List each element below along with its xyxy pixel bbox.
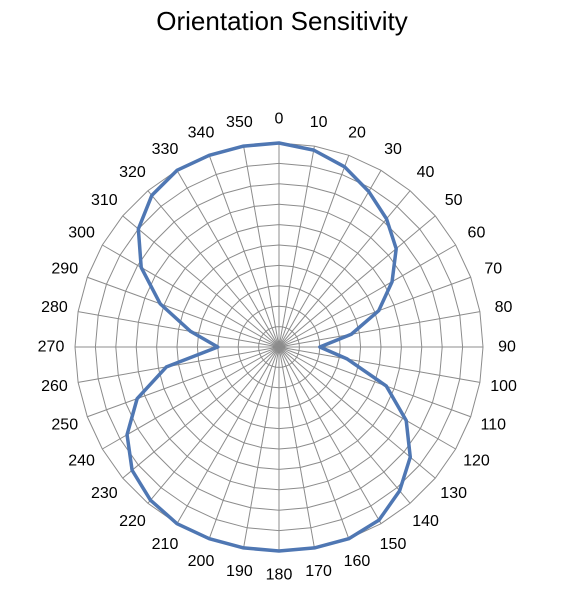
- grid-spoke: [278, 311, 480, 348]
- grid-spoke: [208, 155, 280, 348]
- angle-tick-label: 40: [417, 164, 435, 181]
- angle-tick-label: 70: [484, 261, 502, 278]
- angle-tick-label: 60: [468, 225, 486, 242]
- grid-spoke: [122, 346, 280, 479]
- grid-spoke: [243, 346, 280, 548]
- grid-spoke: [278, 190, 411, 348]
- angle-tick-label: 250: [51, 416, 78, 433]
- series-line: [125, 141, 413, 553]
- grid-spoke: [278, 346, 480, 383]
- grid-spoke: [278, 346, 471, 418]
- grid-spoke: [147, 190, 280, 348]
- angle-tick-label: 170: [305, 563, 332, 580]
- angle-tick-label: 20: [348, 124, 366, 141]
- angle-tick-label: 190: [226, 563, 253, 580]
- grid-spoke: [278, 170, 382, 348]
- grid-spoke: [278, 346, 382, 524]
- grid-spoke: [278, 346, 315, 548]
- grid-spoke: [102, 244, 280, 348]
- grid-spoke: [243, 146, 280, 348]
- grid-spoke: [208, 346, 280, 539]
- radar-grid: [74, 142, 484, 552]
- angle-tick-label: 50: [445, 192, 463, 209]
- angle-tick-label: 340: [188, 124, 215, 141]
- angle-tick-label: 160: [344, 553, 371, 570]
- series-layer: [125, 141, 413, 553]
- angle-tick-label: 10: [310, 114, 328, 131]
- angle-tick-label: 270: [38, 339, 65, 356]
- grid-spoke: [278, 346, 456, 450]
- grid-spoke: [122, 215, 280, 348]
- angle-tick-label: 150: [380, 536, 407, 553]
- angle-tick-label: 0: [275, 111, 284, 128]
- grid-spoke: [278, 155, 350, 348]
- angle-tick-label: 220: [119, 513, 146, 530]
- grid-spoke: [78, 311, 280, 348]
- grid-spoke: [176, 170, 280, 348]
- angle-tick-label: 300: [68, 225, 95, 242]
- angle-tick-label: 120: [463, 453, 490, 470]
- angle-tick-label: 30: [384, 141, 402, 158]
- grid-spoke: [278, 215, 436, 348]
- angle-tick-label: 180: [266, 567, 293, 584]
- angle-tick-label: 110: [480, 416, 506, 433]
- angle-tick-label: 140: [412, 513, 439, 530]
- grid-spoke: [278, 346, 411, 504]
- angle-tick-label: 350: [226, 114, 253, 131]
- angle-tick-label: 280: [41, 299, 68, 316]
- angle-tick-label: 90: [498, 339, 516, 356]
- angle-tick-label: 230: [91, 485, 118, 502]
- grid-spoke: [87, 276, 280, 348]
- angle-tick-label: 240: [68, 453, 95, 470]
- grid-spoke: [78, 346, 280, 383]
- angle-tick-label: 80: [495, 299, 513, 316]
- grid-spoke: [278, 244, 456, 348]
- grid-spoke: [278, 346, 350, 539]
- angle-tick-label: 330: [152, 141, 179, 158]
- angle-tick-label: 290: [51, 261, 78, 278]
- grid-spoke: [278, 146, 315, 348]
- grid-spoke: [87, 346, 280, 418]
- chart-title: Orientation Sensitivity: [156, 6, 408, 36]
- angle-tick-label: 210: [152, 536, 179, 553]
- angle-tick-label: 310: [91, 192, 118, 209]
- angle-tick-label: 320: [119, 164, 146, 181]
- angle-tick-label: 130: [440, 485, 467, 502]
- grid-spoke: [147, 346, 280, 504]
- angle-tick-label: 100: [490, 378, 517, 395]
- grid-spoke: [176, 346, 280, 524]
- grid-spoke: [102, 346, 280, 450]
- angle-tick-label: 260: [41, 378, 68, 395]
- angle-tick-label: 200: [188, 553, 215, 570]
